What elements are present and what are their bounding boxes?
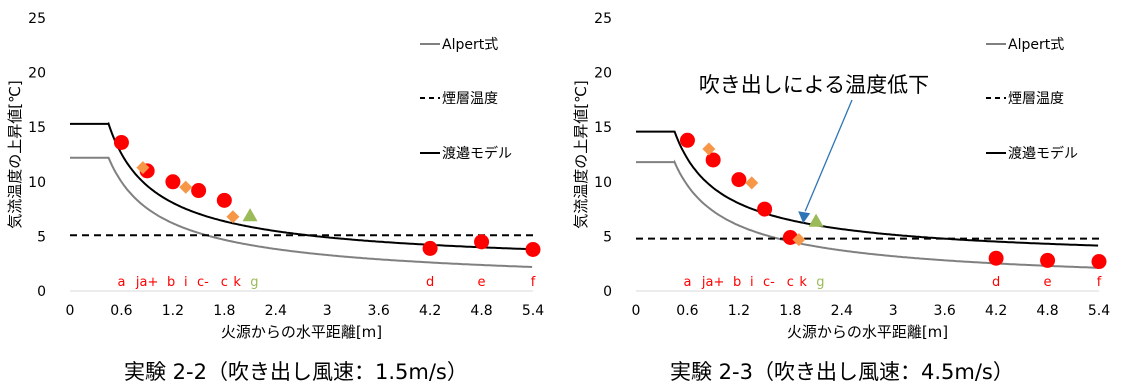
y-tick-label: 10 (28, 175, 46, 191)
point-label: g (250, 275, 258, 290)
x-tick-label: 4.2 (419, 303, 441, 319)
annotation-arrow-head (798, 211, 811, 224)
point-label: c- (763, 275, 775, 290)
x-tick-label: 1.2 (162, 303, 184, 319)
x-tick-label: 1.8 (779, 303, 801, 319)
y-tick-label: 10 (594, 175, 612, 191)
point-label: a (683, 275, 691, 290)
x-tick-label: 5.4 (522, 303, 544, 319)
data-point-circle (679, 132, 695, 148)
data-point-triangle (808, 213, 824, 227)
point-label: e (478, 275, 486, 290)
annotation-arrow-line (804, 99, 853, 212)
model-curve (636, 130, 1099, 247)
legend-label: Alpert式 (442, 37, 498, 53)
y-tick-label: 15 (594, 120, 612, 136)
x-tick-label: 2.4 (265, 303, 287, 319)
y-tick-label: 5 (603, 229, 612, 245)
y-tick-label: 5 (37, 229, 46, 245)
point-label: k (233, 275, 241, 290)
data-point-circle (474, 234, 490, 250)
point-label: c (787, 275, 794, 290)
alpert-curve (636, 159, 1099, 269)
y-tick-label: 20 (28, 66, 46, 82)
y-tick-label: 20 (594, 66, 612, 82)
x-tick-label: 4.8 (470, 303, 492, 319)
chart-caption-right: 実験 2-3（吹き出し風速：4.5m/s） (670, 360, 1014, 384)
model-curve (70, 121, 533, 251)
y-axis-title: 気流温度の上昇値[℃] (6, 80, 24, 229)
x-tick-label: 1.2 (728, 303, 750, 319)
legend-label: 煙層温度 (1008, 91, 1064, 107)
point-label: d (426, 275, 434, 290)
point-label: ja+ (135, 275, 158, 290)
data-point-circle (731, 172, 747, 188)
chart-left: 0 5 10 15 20 25 0 0.6 1.2 1.8 2.4 3 3.6 4.2 4.8 5.4 火源から… (6, 11, 544, 341)
point-label: c (221, 275, 228, 290)
legend-label: 煙層温度 (442, 91, 498, 107)
x-tick-label: 0.6 (110, 303, 132, 319)
x-tick-label: 0 (632, 303, 641, 319)
x-tick-label: 3.6 (368, 303, 390, 319)
y-tick-label: 0 (37, 284, 46, 300)
alpert-curve (70, 156, 533, 268)
data-point-diamond (702, 142, 716, 156)
x-tick-label: 4.8 (1036, 303, 1058, 319)
point-label: b (167, 275, 175, 290)
data-point-diamond (745, 176, 759, 190)
data-point-diamond (226, 210, 240, 224)
point-label: d (992, 275, 1000, 290)
point-label: a (117, 275, 125, 290)
chart-panel-right: 0 5 10 15 20 25 0 0.6 1.2 1.8 2.4 3 3.6 4.2 4.8 5.4 火源から… (566, 0, 1132, 392)
chart-caption-left: 実験 2-2（吹き出し風速：1.5m/s） (124, 360, 468, 384)
point-label: ja+ (701, 275, 724, 290)
legend-label: 渡邉モデル (1008, 145, 1078, 162)
y-axis-title: 気流温度の上昇値[℃] (572, 80, 590, 229)
data-point-diamond (792, 233, 806, 247)
data-point-diamond (179, 180, 193, 194)
point-label: k (799, 275, 807, 290)
legend-label: Alpert式 (1008, 37, 1064, 53)
point-label: c- (197, 275, 209, 290)
x-tick-label: 4.2 (985, 303, 1007, 319)
point-label: f (531, 275, 536, 290)
point-label: f (1097, 275, 1102, 290)
data-point-circle (191, 183, 207, 199)
data-point-circle (1040, 252, 1056, 268)
data-point-triangle (242, 208, 258, 222)
x-tick-label: 3 (889, 303, 898, 319)
point-label: g (816, 275, 824, 290)
chart-panel-left: 0 5 10 15 20 25 0 0.6 1.2 1.8 2.4 3 3.6 4.2 4.8 5.4 火源から… (6, 11, 544, 384)
data-point-circle (525, 242, 541, 258)
legend-label: 渡邉モデル (442, 145, 512, 162)
data-point-circle (705, 152, 721, 168)
x-tick-label: 3 (323, 303, 332, 319)
chart-right: 0 5 10 15 20 25 0 0.6 1.2 1.8 2.4 3 3.6 4.2 4.8 5.4 火源から… (572, 11, 1110, 341)
y-tick-label: 15 (28, 120, 46, 136)
point-label: i (184, 275, 188, 290)
data-point-circle (216, 192, 232, 208)
data-point-circle (165, 174, 181, 190)
point-label: i (750, 275, 754, 290)
x-tick-label: 2.4 (831, 303, 853, 319)
x-tick-label: 3.6 (934, 303, 956, 319)
point-label: e (1044, 275, 1052, 290)
data-point-circle (113, 134, 129, 150)
point-label: b (733, 275, 741, 290)
y-tick-label: 25 (28, 11, 46, 27)
x-axis-title: 火源からの水平距離[m] (221, 323, 382, 341)
data-point-diamond (136, 161, 150, 175)
x-tick-label: 0 (66, 303, 75, 319)
data-point-circle (422, 240, 438, 256)
data-point-circle (1091, 254, 1107, 270)
y-tick-label: 0 (603, 284, 612, 300)
x-tick-label: 0.6 (676, 303, 698, 319)
x-tick-label: 5.4 (1088, 303, 1110, 319)
x-axis-title: 火源からの水平距離[m] (787, 323, 948, 341)
annotation-text: 吹き出しによる温度低下 (699, 73, 929, 97)
data-point-circle (757, 201, 773, 217)
y-tick-label: 25 (594, 11, 612, 27)
x-tick-label: 1.8 (213, 303, 235, 319)
data-point-circle (988, 250, 1004, 266)
